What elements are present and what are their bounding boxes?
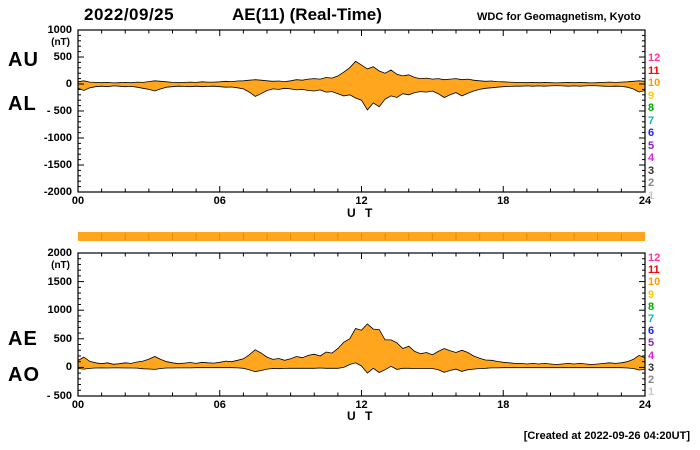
y-axis-tick-label: 2000 xyxy=(47,247,72,259)
station-number-label: 3 xyxy=(648,361,655,374)
station-number-label: 10 xyxy=(648,276,661,289)
station-number-label: 11 xyxy=(648,264,660,277)
station-number-label: 9 xyxy=(648,288,655,301)
station-number-label: 12 xyxy=(648,52,661,64)
station-number-label: 12 xyxy=(648,252,661,264)
x-axis-title-bottom-panel: U T xyxy=(347,409,376,423)
station-number-label: 8 xyxy=(648,300,655,313)
y-axis-tick-label: 0 xyxy=(65,78,72,90)
station-number-label: 6 xyxy=(648,127,655,139)
x-axis-tick-label: 00 xyxy=(71,195,85,207)
y-axis-tick-label: 1000 xyxy=(47,304,72,317)
unit-label-bottom-panel: (nT) xyxy=(51,260,70,271)
y-axis-tick-label: 1500 xyxy=(47,275,72,288)
station-number-label: 8 xyxy=(648,102,655,114)
y-axis-tick-label: -1000 xyxy=(43,132,72,144)
station-number-label: 3 xyxy=(648,164,655,177)
created-note: [Created at 2022-09-26 04:20UT] xyxy=(523,430,690,442)
station-number-label: 2 xyxy=(648,177,655,189)
x-axis-tick-label: 12 xyxy=(355,399,368,411)
y-axis-tick-label: -1500 xyxy=(43,159,72,171)
plot-date: 2022/09/25 xyxy=(84,5,175,24)
source-label: WDC for Geomagnetism, Kyoto xyxy=(477,11,641,23)
station-number-label: 5 xyxy=(648,337,655,350)
station-number-label: 7 xyxy=(648,313,655,325)
x-axis-tick-label: 24 xyxy=(638,195,652,207)
y-axis-tick-label: 1000 xyxy=(47,24,72,36)
x-axis-tick-label: 24 xyxy=(638,399,652,411)
al-series-label: AL xyxy=(8,93,37,115)
y-axis-tick-label: - 500 xyxy=(46,105,72,117)
station-number-label: 2 xyxy=(648,374,655,386)
y-axis-tick-label: -2000 xyxy=(43,186,72,198)
station-number-label: 5 xyxy=(648,139,655,152)
x-axis-tick-label: 06 xyxy=(213,399,226,411)
y-axis-tick-label: - 500 xyxy=(46,390,72,402)
station-number-label: 4 xyxy=(648,349,655,362)
station-number-label: 1 xyxy=(648,386,655,399)
station-number-label: 9 xyxy=(648,89,655,102)
ao-series-label: AO xyxy=(8,364,40,386)
station-number-label: 6 xyxy=(648,325,655,338)
y-axis-tick-label: 0 xyxy=(65,361,72,374)
station-number-label: 11 xyxy=(648,64,660,77)
station-number-label: 4 xyxy=(648,152,655,164)
y-axis-tick-label: 500 xyxy=(53,332,72,345)
x-axis-tick-label: 06 xyxy=(213,195,226,207)
station-number-label: 7 xyxy=(648,114,655,127)
station-number-label: 10 xyxy=(648,77,661,89)
x-axis-tick-label: 12 xyxy=(355,195,368,207)
x-axis-tick-label: 18 xyxy=(497,195,510,207)
x-axis-tick-label: 18 xyxy=(497,399,510,411)
station-number-label: 1 xyxy=(648,189,655,202)
au-series-label: AU xyxy=(8,49,39,71)
y-axis-tick-label: 500 xyxy=(53,51,72,63)
page-title: AE(11) (Real-Time) xyxy=(232,5,382,24)
unit-label-top-panel: (nT) xyxy=(51,37,70,48)
ae-series-label: AE xyxy=(8,328,38,350)
x-axis-tick-label: 00 xyxy=(71,399,85,411)
x-axis-title-top-panel: U T xyxy=(347,206,376,220)
